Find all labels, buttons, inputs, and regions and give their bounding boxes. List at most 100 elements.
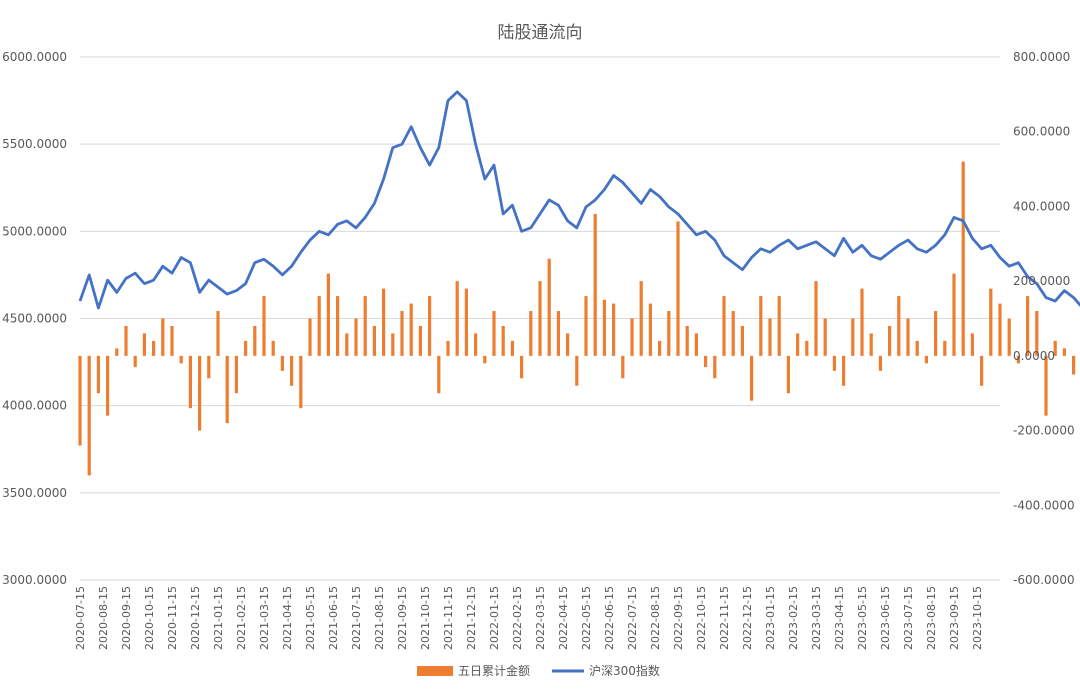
bar <box>970 333 974 356</box>
bar <box>418 325 422 356</box>
right-tick-label: 800.0000 <box>1013 50 1070 64</box>
bar <box>685 325 689 356</box>
bar <box>952 273 956 356</box>
bar <box>832 355 836 371</box>
left-tick-label: 3500.0000 <box>2 486 67 500</box>
bar <box>740 325 744 356</box>
x-tick-label: 2023-02-15 <box>787 586 800 650</box>
right-tick-label: -400.0000 <box>1013 498 1075 512</box>
bar <box>906 318 910 356</box>
bar <box>354 318 358 356</box>
bar <box>556 311 560 356</box>
line-series <box>78 90 1080 310</box>
legend-bar-label: 五日累计金额 <box>458 663 530 678</box>
left-tick-label: 3000.0000 <box>2 573 67 587</box>
bar <box>1007 318 1011 356</box>
x-tick-label: 2021-06-15 <box>327 586 340 650</box>
legend-bar-swatch <box>417 666 453 676</box>
bar <box>464 288 468 356</box>
bar <box>722 296 726 356</box>
bar <box>446 340 450 356</box>
bar-series <box>78 161 1076 476</box>
x-tick-label: 2022-05-15 <box>580 586 593 650</box>
bar <box>225 355 229 424</box>
bar <box>1016 355 1020 364</box>
x-tick-label: 2020-08-15 <box>97 586 110 650</box>
bar <box>915 340 919 356</box>
bar <box>336 296 340 356</box>
bar <box>152 340 156 356</box>
legend-line-label: 沪深300指数 <box>589 663 660 678</box>
x-tick-label: 2022-11-15 <box>718 586 731 650</box>
bar <box>1072 355 1076 375</box>
bar <box>851 318 855 356</box>
bar <box>1026 296 1030 356</box>
left-tick-label: 5000.0000 <box>2 224 67 238</box>
index-line <box>78 90 1080 310</box>
bar <box>161 318 165 356</box>
right-tick-label: -200.0000 <box>1013 424 1075 438</box>
bar <box>934 311 938 356</box>
x-tick-label: 2020-07-15 <box>74 586 87 650</box>
x-tick-label: 2021-02-15 <box>235 586 248 650</box>
bar <box>842 355 846 386</box>
bar <box>621 355 625 379</box>
bar <box>87 355 91 476</box>
x-tick-label: 2020-12-15 <box>189 586 202 650</box>
bar <box>897 296 901 356</box>
right-tick-label: -600.0000 <box>1013 573 1075 587</box>
bar <box>961 161 965 356</box>
bar <box>345 333 349 356</box>
bar <box>428 296 432 356</box>
bar <box>860 288 864 356</box>
bar <box>115 348 119 356</box>
x-tick-label: 2020-10-15 <box>143 586 156 650</box>
bar <box>280 355 284 371</box>
bar <box>547 258 551 356</box>
x-tick-label: 2021-07-15 <box>350 586 363 650</box>
x-tick-label: 2021-08-15 <box>373 586 386 650</box>
right-tick-label: 400.0000 <box>1013 199 1070 213</box>
bar <box>510 340 514 356</box>
x-tick-label: 2023-09-15 <box>948 586 961 650</box>
bar <box>492 311 496 356</box>
x-tick-label: 2023-10-15 <box>971 586 984 650</box>
x-tick-label: 2023-06-15 <box>879 586 892 650</box>
bar <box>759 296 763 356</box>
x-tick-label: 2023-03-15 <box>810 586 823 650</box>
x-tick-label: 2020-11-15 <box>166 586 179 650</box>
bar <box>777 296 781 356</box>
bar <box>639 281 643 356</box>
x-tick-label: 2022-06-15 <box>603 586 616 650</box>
bar <box>924 355 928 364</box>
x-tick-label: 2022-01-15 <box>488 586 501 650</box>
bar <box>179 355 183 364</box>
x-tick-label: 2022-12-15 <box>741 586 754 650</box>
bar <box>584 296 588 356</box>
bar <box>989 288 993 356</box>
x-tick-label: 2023-07-15 <box>902 586 915 650</box>
bar <box>262 296 266 356</box>
bar <box>796 333 800 356</box>
bar <box>106 355 110 416</box>
x-tick-label: 2020-09-15 <box>120 586 133 650</box>
bar <box>593 213 597 356</box>
x-tick-label: 2021-09-15 <box>396 586 409 650</box>
x-tick-label: 2021-04-15 <box>281 586 294 650</box>
bar <box>630 318 634 356</box>
left-axis-ticks: 3000.0000 3500.0000 4000.0000 4500.0000 5000… <box>2 50 67 587</box>
bar <box>216 311 220 356</box>
right-tick-label: 200.0000 <box>1013 274 1070 288</box>
x-tick-label: 2022-04-15 <box>557 586 570 650</box>
x-tick-label: 2021-05-15 <box>304 586 317 650</box>
bar <box>980 355 984 386</box>
bar <box>575 355 579 386</box>
bar <box>998 303 1002 356</box>
left-tick-label: 4000.0000 <box>2 399 67 413</box>
bar <box>188 355 192 409</box>
bar <box>731 311 735 356</box>
bar <box>676 221 680 356</box>
bar <box>520 355 524 379</box>
